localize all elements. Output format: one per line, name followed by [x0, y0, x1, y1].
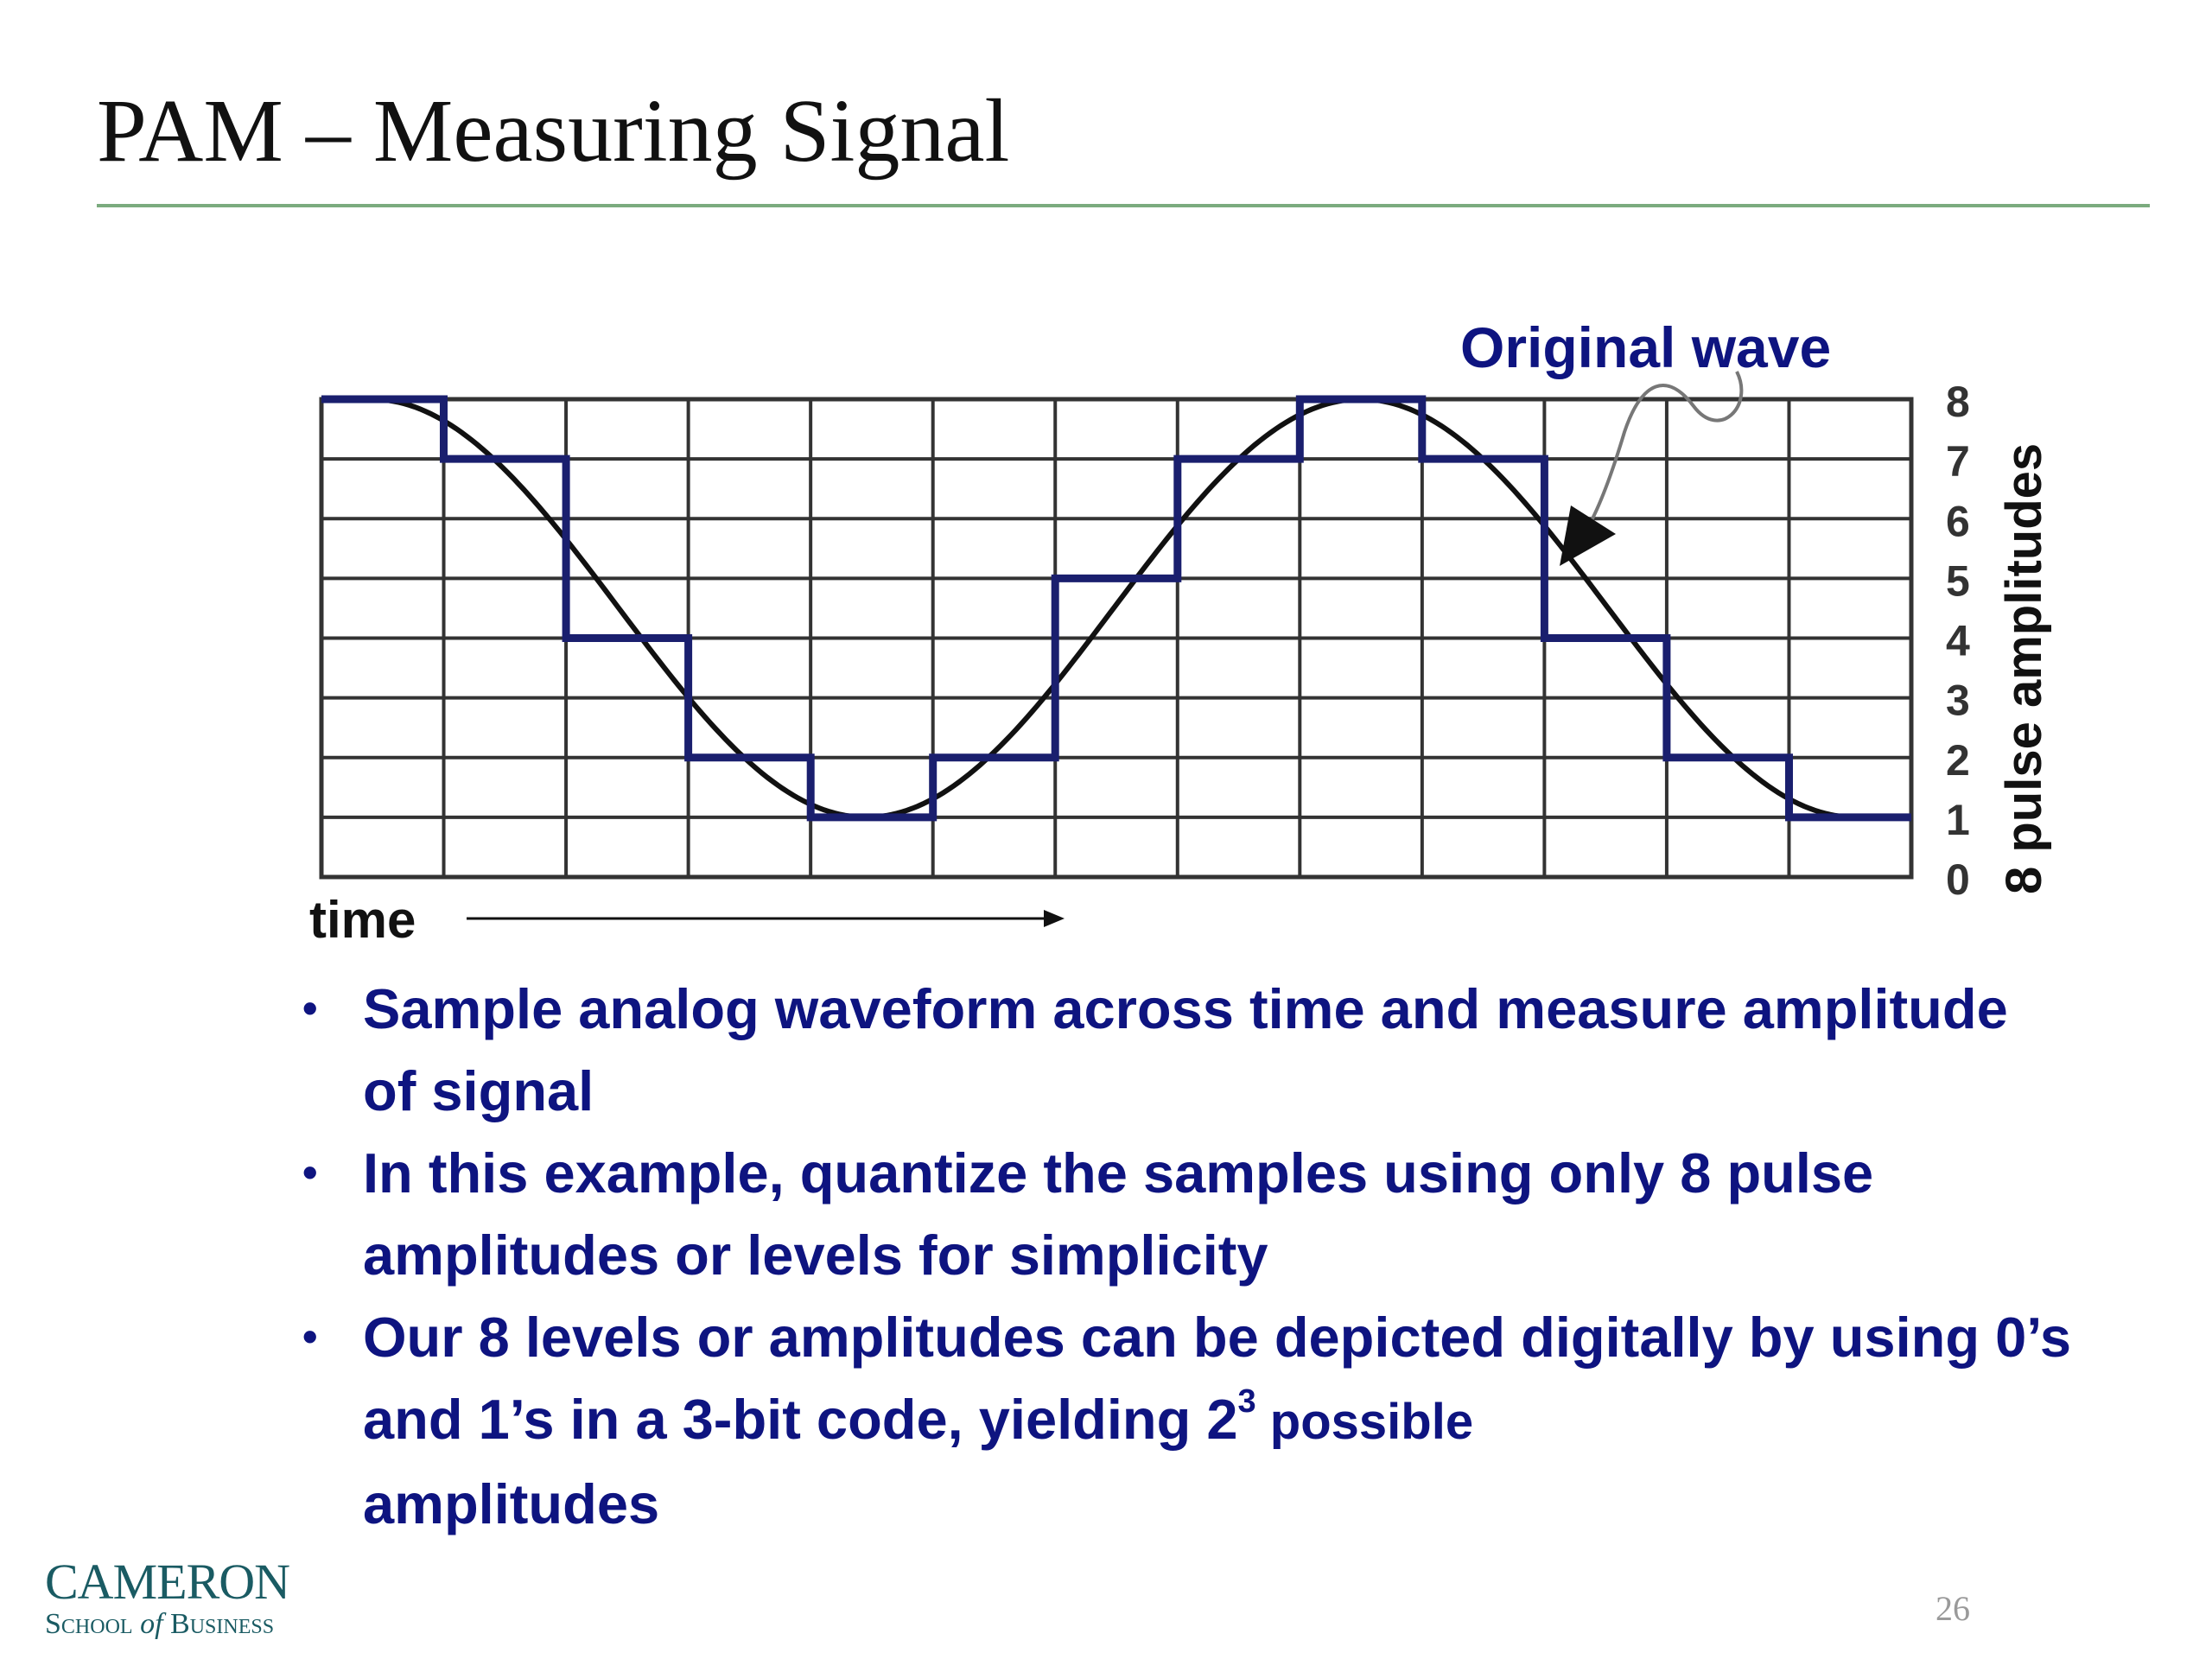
arrow-head-icon — [1560, 505, 1616, 566]
logo-sub-text: School of Business — [45, 1608, 275, 1640]
original-wave-pointer — [1584, 371, 1744, 533]
bullet-item: • In this example, quantize the samples … — [302, 1132, 2074, 1296]
logo-main-text: CAMERON — [45, 1554, 290, 1610]
bullet-text-end: amplitudes — [363, 1472, 660, 1535]
bullet-icon: • — [302, 1148, 318, 1197]
time-label: time — [309, 891, 416, 949]
level-label: 2 — [1946, 736, 1970, 785]
page-number: 26 — [1936, 1589, 1970, 1628]
pam-diagram: 0 1 2 3 4 5 6 7 8 Original wave time 8 pulse amp… — [309, 315, 2052, 949]
bullet-item: • Sample analog waveform across time and… — [302, 968, 2074, 1132]
bullet-item: • Our 8 levels or amplitudes can be depi… — [302, 1296, 2074, 1545]
level-label: 7 — [1946, 437, 1970, 486]
level-label: 1 — [1946, 796, 1970, 844]
level-label: 0 — [1946, 855, 1970, 904]
bullet-text: Sample analog waveform across time and m… — [363, 977, 2008, 1122]
level-label: 8 — [1946, 378, 1970, 426]
time-arrow-icon — [1044, 910, 1065, 927]
original-wave-curve — [321, 397, 1908, 820]
bullet-icon: • — [302, 984, 318, 1033]
slide-title: PAM – Measuring Signal — [97, 81, 1010, 181]
grid — [319, 397, 1914, 880]
cameron-logo: CAMERON School of Business — [45, 1554, 290, 1640]
bullet-text: Our 8 levels or amplitudes can be depict… — [363, 1306, 2072, 1451]
bullet-text-tail: possible — [1255, 1394, 1474, 1450]
original-wave-label: Original wave — [1460, 315, 1831, 379]
bullet-list: • Sample analog waveform across time and… — [302, 968, 2074, 1545]
title-divider — [97, 204, 2150, 207]
level-label: 5 — [1946, 556, 1970, 605]
quantized-staircase — [321, 395, 1911, 822]
level-label: 6 — [1946, 497, 1970, 545]
level-labels: 0 1 2 3 4 5 6 7 8 — [1946, 378, 1970, 904]
bullet-icon: • — [302, 1313, 318, 1361]
quantized-signal — [321, 395, 1911, 822]
amplitude-axis-label: 8 pulse amplitudes — [1996, 443, 2052, 894]
bullet-text: In this example, quantize the samples us… — [363, 1141, 1874, 1287]
level-label: 3 — [1946, 677, 1970, 725]
level-label: 4 — [1946, 617, 1970, 665]
exponent: 3 — [1237, 1383, 1256, 1421]
